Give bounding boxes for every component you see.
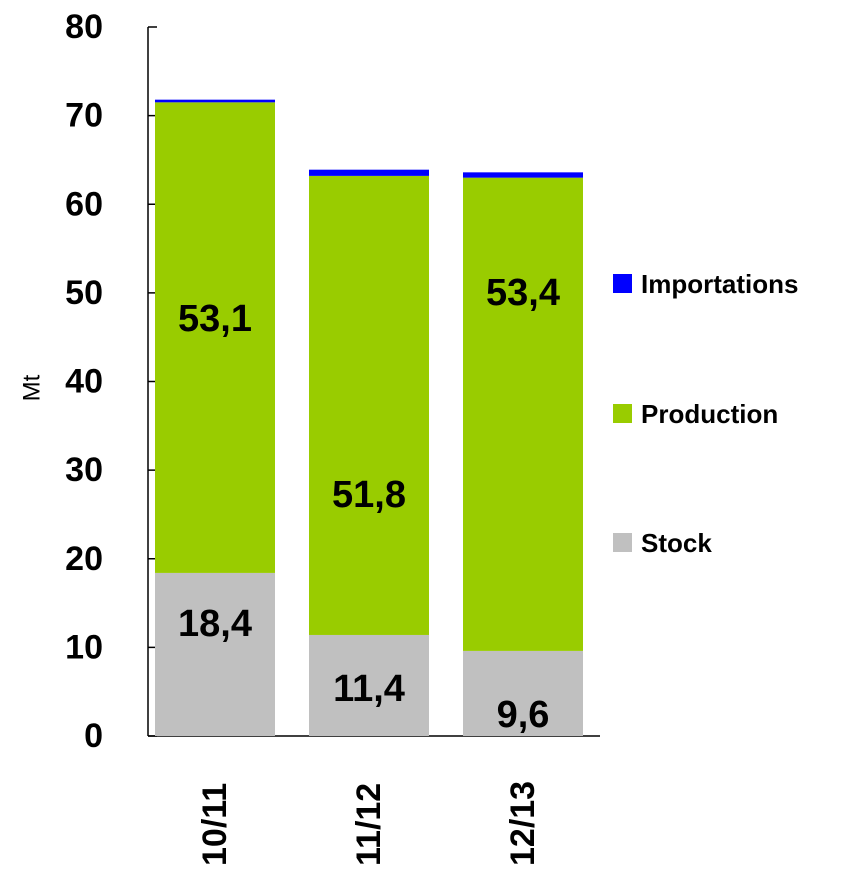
- x-tick-label: 11/12: [350, 783, 388, 866]
- legend: Importations Production Stock: [613, 269, 798, 558]
- bar-importations: [309, 169, 429, 176]
- y-tick-label: 0: [84, 717, 103, 755]
- y-axis-label: Mt: [19, 374, 46, 401]
- bar-production: [463, 177, 583, 651]
- bar-production: [309, 175, 429, 635]
- y-tick-label: 30: [65, 451, 103, 489]
- x-tick-label: 10/11: [196, 783, 234, 866]
- y-tick-label: 60: [65, 185, 103, 223]
- x-tick-label: 12/13: [504, 781, 542, 866]
- data-label-production: 51,8: [332, 474, 406, 516]
- data-label-stock: 11,4: [333, 668, 405, 710]
- legend-label-importations: Importations: [641, 269, 798, 299]
- legend-swatch-importations: [613, 274, 632, 293]
- legend-label-stock: Stock: [641, 528, 712, 558]
- data-labels: 18,4 11,4 9,6 53,1 51,8 53,4: [178, 272, 560, 736]
- y-tick-label: 50: [65, 274, 103, 312]
- bar-stock: [463, 650, 583, 736]
- bar-stock: [309, 634, 429, 736]
- y-tick-label: 20: [65, 540, 103, 578]
- y-tick-label: 10: [65, 628, 103, 666]
- y-tick-label: 70: [65, 97, 103, 135]
- data-label-production: 53,4: [486, 272, 560, 314]
- bars: [155, 99, 583, 736]
- bar-importations: [155, 99, 275, 103]
- data-label-stock: 18,4: [178, 603, 252, 645]
- legend-label-production: Production: [641, 399, 778, 429]
- y-tick-label: 80: [65, 8, 103, 46]
- legend-swatch-stock: [613, 533, 632, 552]
- data-label-stock: 9,6: [497, 694, 550, 736]
- y-tick-label: 40: [65, 363, 103, 401]
- bar-stock: [155, 572, 275, 736]
- legend-swatch-production: [613, 404, 632, 423]
- bar-importations: [463, 172, 583, 178]
- bar-production: [155, 102, 275, 573]
- axes: 0 10 20 30 40 50 60 70 80 Mt 10/11 11/12 12/13: [19, 8, 600, 866]
- data-label-production: 53,1: [178, 298, 252, 340]
